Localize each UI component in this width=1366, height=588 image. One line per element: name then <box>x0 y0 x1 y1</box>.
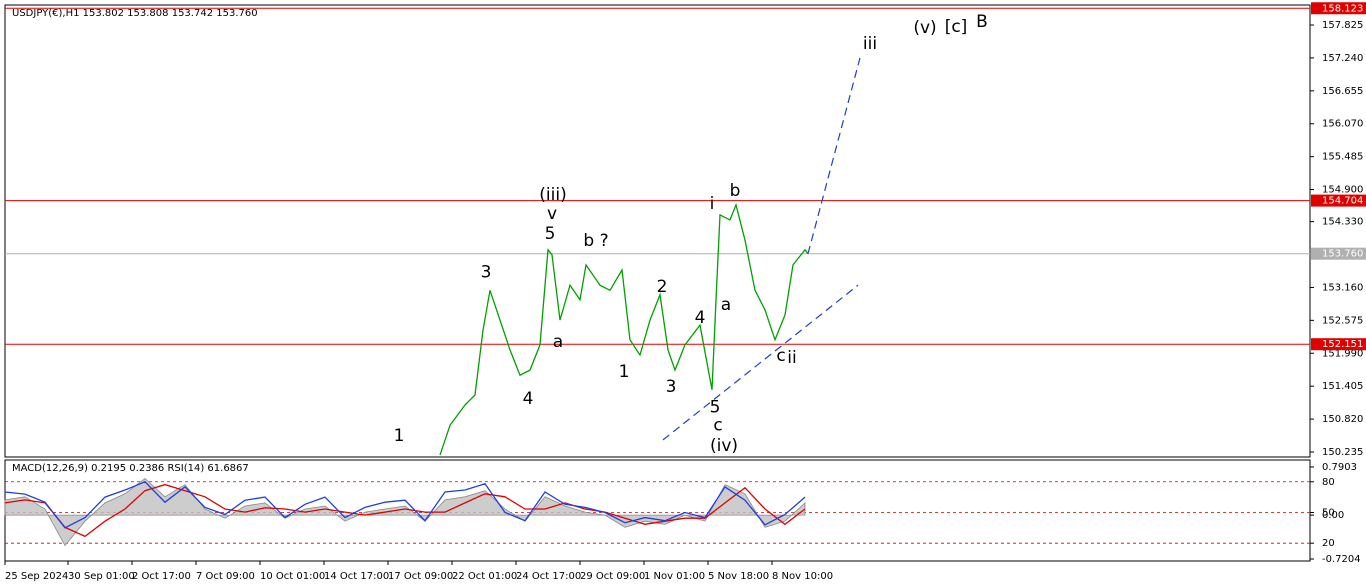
y-tick-label: 154.330 <box>1322 217 1363 228</box>
wave-label: 2 <box>657 277 668 297</box>
level-label: 153.760 <box>1322 249 1363 260</box>
x-tick-label: 30 Sep 01:00 <box>68 571 135 582</box>
y-tick-label: 157.825 <box>1322 20 1363 31</box>
level-label-box <box>1311 338 1366 351</box>
x-tick-label: 7 Oct 09:00 <box>196 571 255 582</box>
level-label: 158.123 <box>1322 3 1363 14</box>
wave-label: 4 <box>523 389 534 409</box>
series-line <box>4 483 806 538</box>
y-tick-label: 20 <box>1322 538 1335 549</box>
series-line <box>439 202 809 456</box>
macd-area <box>4 477 806 547</box>
y2-tick-label: 0.00 <box>1322 510 1344 521</box>
wave-label: (iii) <box>539 185 566 205</box>
x-tick-label: 29 Oct 09:00 <box>580 571 645 582</box>
wave-label: a <box>721 295 731 315</box>
wave-label: (iv) <box>710 436 738 456</box>
wave-label: i <box>710 194 715 214</box>
y-tick-label: 157.240 <box>1322 53 1363 64</box>
y-tick-label: 156.070 <box>1322 119 1363 130</box>
series-line <box>807 57 861 254</box>
y-tick-label: 152.575 <box>1322 315 1363 326</box>
series-line <box>4 481 806 529</box>
wave-label: B <box>976 12 988 32</box>
wave-label: a <box>553 332 563 352</box>
wave-label: 1 <box>619 362 630 382</box>
wave-label: c <box>713 415 722 435</box>
y-tick-label: 151.990 <box>1322 348 1363 359</box>
y-tick-label: 150.820 <box>1322 414 1363 425</box>
wave-label: iii <box>863 34 877 54</box>
wave-label: 5 <box>545 224 556 244</box>
y2-tick-label: -0.7204 <box>1322 554 1361 565</box>
wave-label: 3 <box>481 262 492 282</box>
x-tick-label: 17 Oct 09:00 <box>388 571 453 582</box>
y-tick-label: 80 <box>1322 477 1335 488</box>
wave-label: 1 <box>394 426 405 446</box>
x-tick-label: 22 Oct 01:00 <box>452 571 517 582</box>
panel-title: USDJPY(€),H1 153.802 153.808 153.742 153… <box>12 8 258 19</box>
y-tick-label: 155.485 <box>1322 152 1363 163</box>
wave-label: b ? <box>583 231 608 251</box>
wave-label: ii <box>787 348 796 368</box>
y-tick-label: 153.160 <box>1322 282 1363 293</box>
wave-label: 4 <box>695 308 706 328</box>
wave-label: c <box>776 346 785 366</box>
wave-label: b <box>730 181 741 201</box>
x-tick-label: 25 Sep 2024 <box>5 571 68 582</box>
x-tick-label: 14 Oct 17:00 <box>324 571 389 582</box>
x-tick-label: 2 Oct 17:00 <box>132 571 191 582</box>
x-tick-label: 24 Oct 17:00 <box>516 571 581 582</box>
panel-title: MACD(12,26,9) 0.2195 0.2386 RSI(14) 61.6… <box>12 463 249 474</box>
level-label: 152.151 <box>1322 339 1363 350</box>
wave-label: (v) <box>913 18 936 38</box>
y-tick-label: 151.405 <box>1322 381 1363 392</box>
wave-label: v <box>547 204 557 224</box>
wave-label: 3 <box>666 377 677 397</box>
x-tick-label: 10 Oct 01:00 <box>260 571 325 582</box>
wave-label: 5 <box>710 397 721 417</box>
series-line <box>662 284 859 441</box>
y-tick-label: 50 <box>1322 507 1335 518</box>
level-label-box <box>1311 2 1366 15</box>
x-tick-label: 5 Nov 18:00 <box>708 571 769 582</box>
x-tick-label: 1 Nov 01:00 <box>644 571 705 582</box>
level-label-box <box>1311 194 1366 207</box>
wave-label: [c] <box>945 17 968 37</box>
y-tick-label: 156.655 <box>1322 86 1363 97</box>
level-label-box <box>1311 247 1366 260</box>
y-tick-label: 154.900 <box>1322 185 1363 196</box>
level-label: 154.704 <box>1322 196 1363 207</box>
x-tick-label: 8 Nov 10:00 <box>772 571 833 582</box>
y2-tick-label: 0.7903 <box>1322 462 1357 473</box>
price-panel-frame <box>4 4 1311 458</box>
y-tick-label: 150.235 <box>1322 447 1363 458</box>
